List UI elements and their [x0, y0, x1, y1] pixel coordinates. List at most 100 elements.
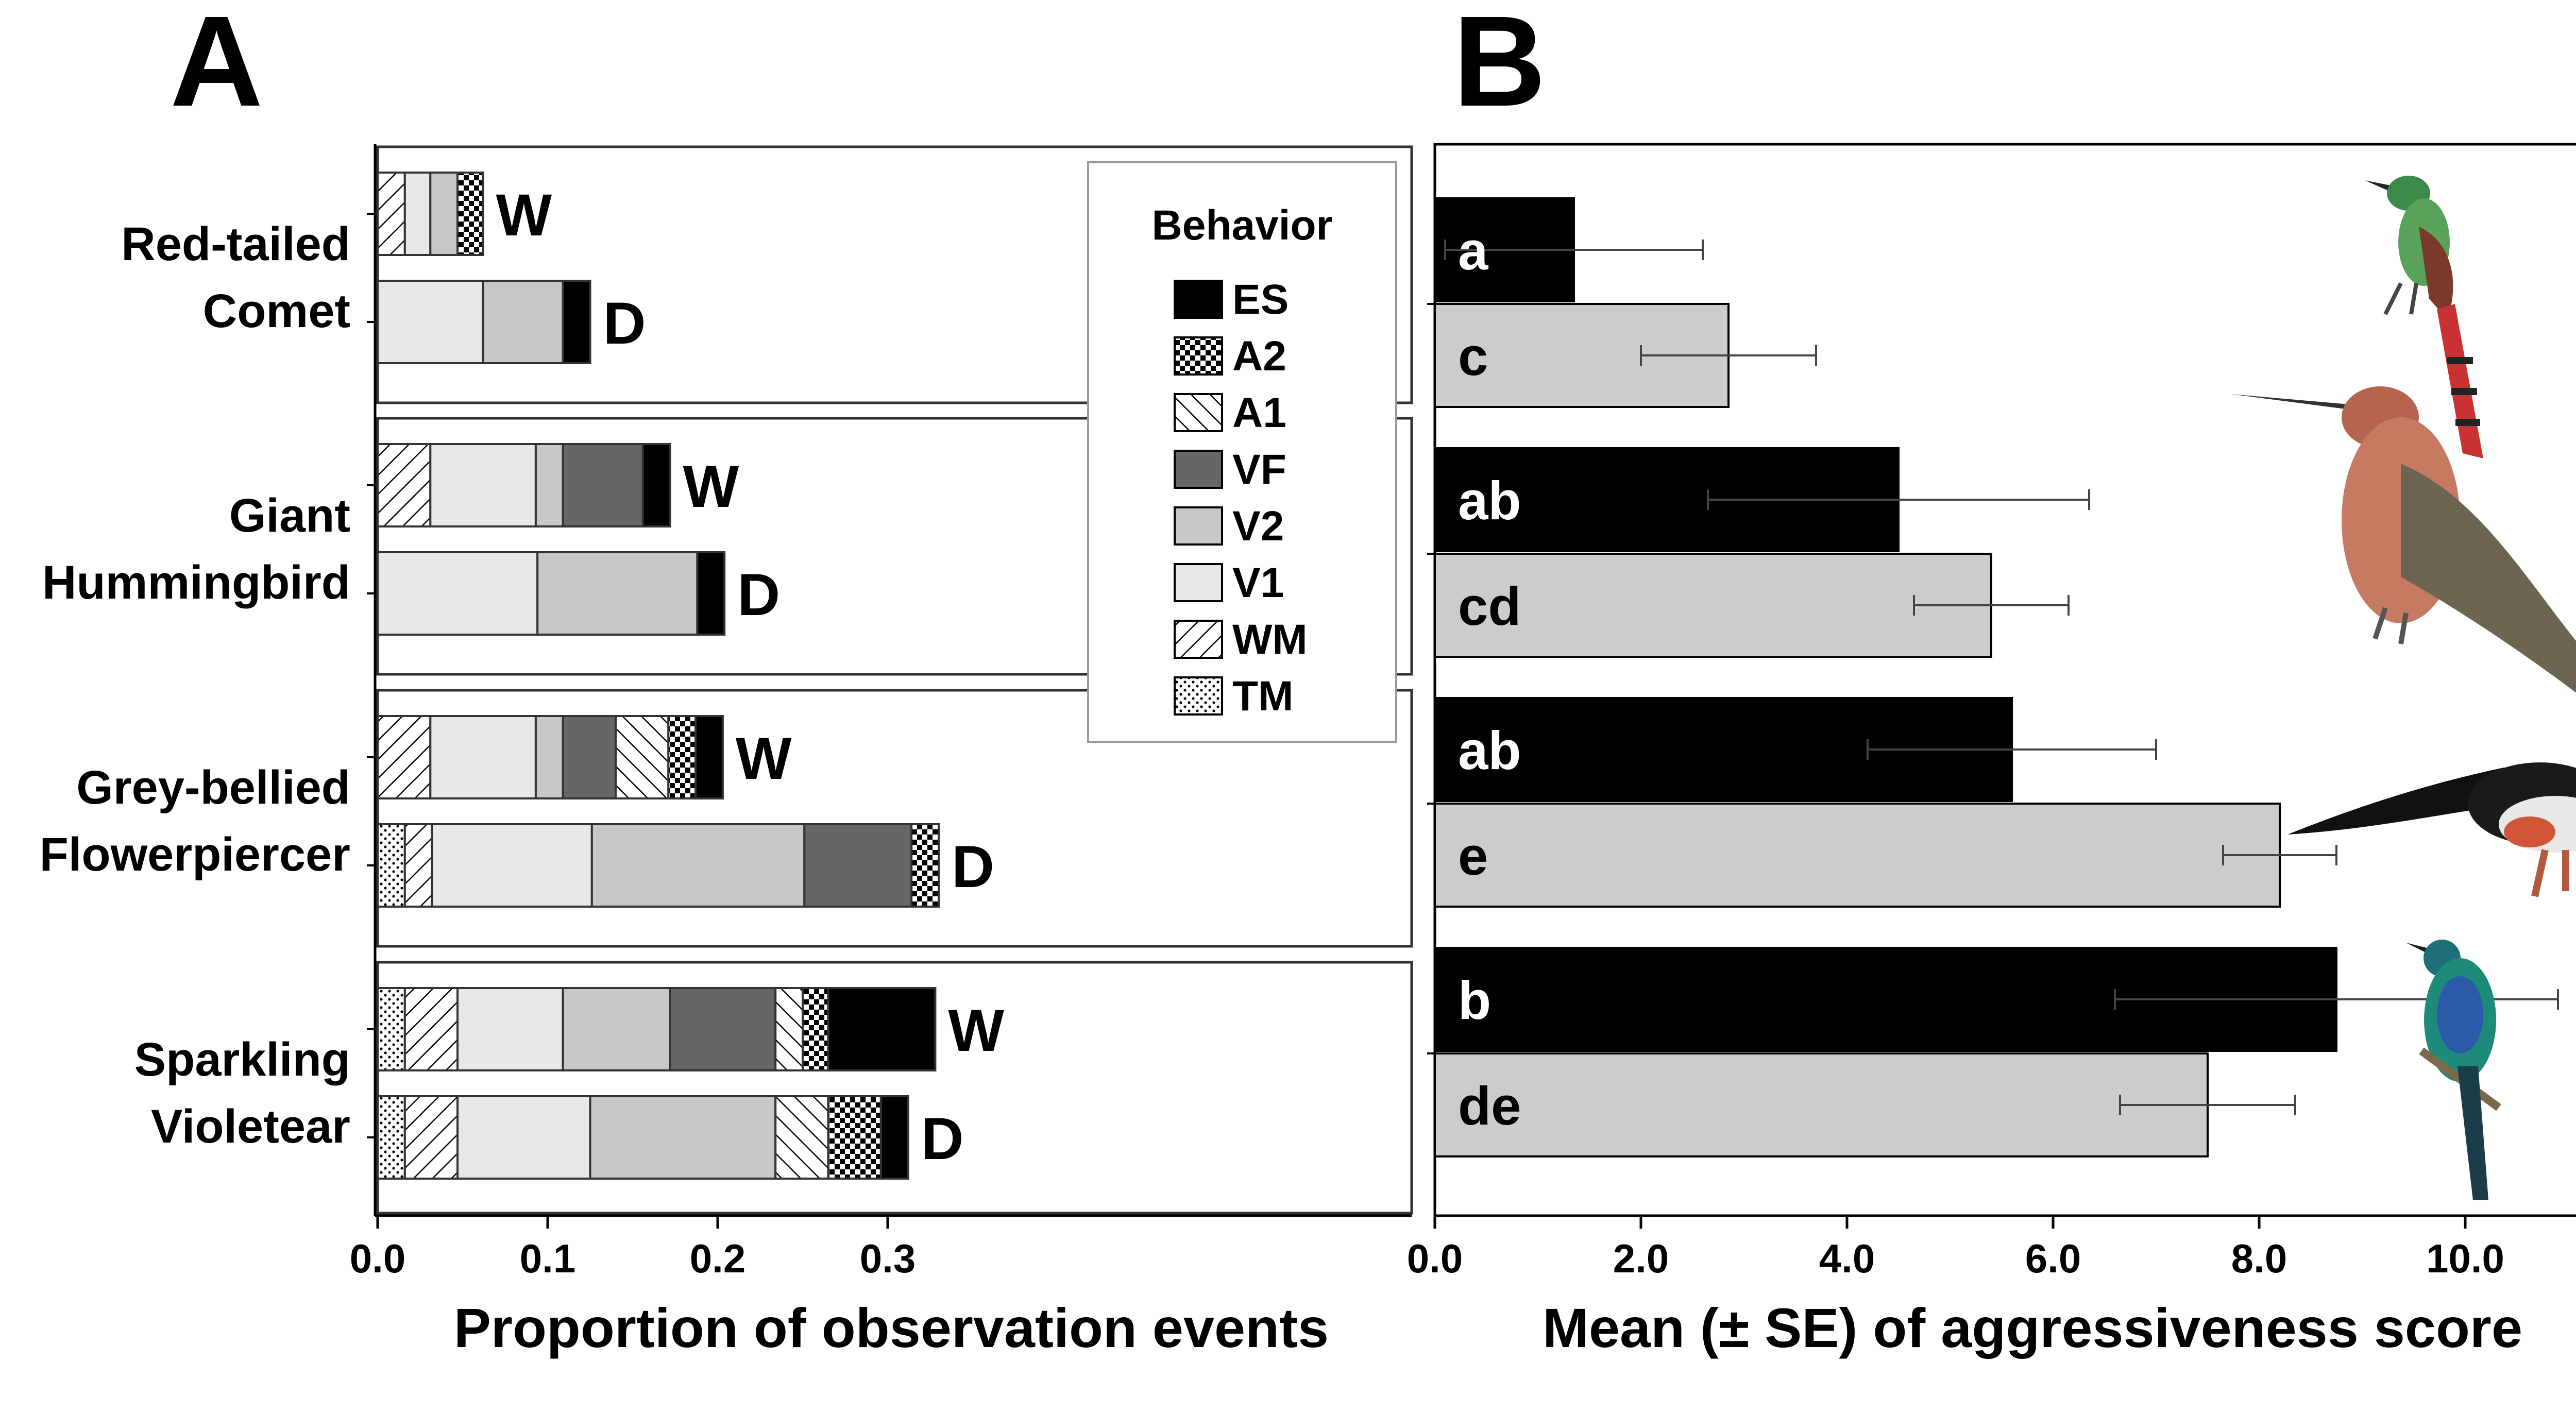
- segment-a1: [616, 716, 668, 798]
- segment-wm: [378, 173, 405, 255]
- illustration-sparkling-violetear: [2406, 940, 2499, 1200]
- score-bar-d: [1435, 1053, 2208, 1156]
- segment-wm: [378, 716, 430, 798]
- segment-v2: [536, 716, 563, 798]
- panel-label-a: A: [170, 0, 263, 133]
- segment-v1: [457, 1096, 590, 1179]
- season-label: W: [948, 998, 1004, 1064]
- x-tick-label: 6.0: [2025, 1236, 2081, 1281]
- segment-v1: [457, 988, 563, 1070]
- species-label: Flowerpiercer: [40, 828, 350, 881]
- legend-label-v1: V1: [1232, 559, 1284, 606]
- segment-es: [563, 281, 590, 363]
- legend-label-wm: WM: [1232, 616, 1308, 663]
- panel-a-species-labels: Red-tailed Comet Giant Hummingbird Grey-bell…: [40, 218, 350, 1153]
- panel-a-x-axis-label: Proportion of observation events: [454, 1297, 1329, 1359]
- segment-a2: [911, 824, 939, 907]
- segment-es: [696, 716, 723, 798]
- x-tick-label: 10.0: [2426, 1236, 2504, 1281]
- segment-es: [881, 1096, 908, 1179]
- legend-swatch-v2: [1175, 507, 1222, 544]
- segment-es: [643, 444, 670, 526]
- segment-v1: [378, 552, 537, 635]
- segment-v2: [590, 1096, 776, 1179]
- segment-vf: [670, 988, 776, 1070]
- panel-b-bars: ac ab cd ab e b de: [1435, 198, 2558, 1156]
- segment-es: [697, 552, 724, 635]
- segment-tm: [378, 988, 405, 1070]
- segment-v1: [378, 281, 483, 363]
- legend-swatch-a1: [1175, 394, 1222, 431]
- segment-a2: [457, 173, 483, 255]
- segment-vf: [563, 444, 643, 526]
- legend-label-es: ES: [1232, 276, 1289, 323]
- legend-label-vf: VF: [1232, 446, 1286, 493]
- x-tick-label: 0.0: [1407, 1236, 1463, 1281]
- segment-a2: [668, 716, 696, 798]
- species-label: Comet: [203, 285, 350, 337]
- segment-v2: [536, 444, 563, 526]
- species-label: Giant: [229, 489, 350, 542]
- segment-tm: [378, 824, 405, 907]
- season-label: W: [496, 182, 552, 248]
- x-tick-label: 4.0: [1819, 1236, 1875, 1281]
- season-label: D: [737, 562, 780, 628]
- significance-letter: ab: [1458, 721, 1521, 781]
- segment-v2: [563, 988, 670, 1070]
- significance-letter: cd: [1458, 576, 1521, 637]
- species-label: Violetear: [151, 1100, 350, 1153]
- segment-v2: [483, 281, 563, 363]
- segment-v1: [405, 173, 431, 255]
- illustration-giant-hummingbird: [2231, 386, 2576, 701]
- segment-v2: [592, 824, 805, 907]
- panel-label-b: B: [1453, 0, 1546, 133]
- panel-b: ac ab cd ab e b de 0.0 2.0 4.0 6.0 8.0 10.0 Mean (±…: [1407, 144, 2576, 1359]
- segment-v1: [430, 716, 536, 798]
- figure: A B WDWDWDWD 0.0 0.1 0.2 0.3 Red-tailedCome…: [0, 0, 2576, 1413]
- legend-swatch-tm: [1175, 677, 1222, 714]
- legend-swatch-wm: [1175, 621, 1222, 658]
- segment-a1: [775, 1096, 828, 1179]
- segment-wm: [405, 1096, 457, 1179]
- segment-wm: [405, 824, 432, 907]
- x-tick-label: 0.1: [520, 1236, 575, 1281]
- segment-tm: [378, 1096, 405, 1179]
- significance-letter: b: [1458, 971, 1491, 1031]
- panel-b-x-axis-label: Mean (± SE) of aggressiveness score: [1543, 1297, 2522, 1359]
- season-label: D: [603, 291, 646, 356]
- season-label: W: [683, 454, 739, 520]
- x-tick-label: 2.0: [1613, 1236, 1669, 1281]
- species-label: Red-tailed: [121, 218, 350, 270]
- significance-letter: c: [1458, 327, 1488, 387]
- legend-swatch-a2: [1175, 337, 1222, 374]
- legend-label-a2: A2: [1232, 333, 1286, 380]
- significance-letter: ab: [1458, 471, 1521, 531]
- x-tick-label: 0.2: [690, 1236, 745, 1281]
- significance-letter: e: [1458, 826, 1488, 887]
- legend-label-tm: TM: [1232, 673, 1293, 720]
- segment-a1: [775, 988, 803, 1070]
- species-label: Sparkling: [134, 1033, 350, 1086]
- segment-v2: [537, 552, 697, 635]
- segment-vf: [804, 824, 911, 907]
- segment-v1: [430, 444, 536, 526]
- segment-v2: [430, 173, 457, 255]
- species-label: Hummingbird: [42, 556, 350, 609]
- segment-es: [828, 988, 936, 1070]
- legend-label-a1: A1: [1232, 389, 1286, 436]
- significance-letter: a: [1458, 221, 1489, 281]
- x-tick-label: 8.0: [2231, 1236, 2287, 1281]
- species-label: Grey-bellied: [76, 761, 350, 814]
- season-label: D: [921, 1106, 964, 1172]
- segment-vf: [563, 716, 616, 798]
- legend-swatch-vf: [1175, 451, 1222, 488]
- segment-wm: [405, 988, 457, 1070]
- segment-a2: [803, 988, 828, 1070]
- x-tick-label: 0.0: [350, 1236, 405, 1281]
- segment-a2: [828, 1096, 881, 1179]
- legend-label-v2: V2: [1232, 503, 1284, 550]
- legend-swatch-es: [1175, 281, 1222, 318]
- score-bar-d: [1435, 804, 2280, 907]
- legend-swatch-v1: [1175, 564, 1222, 601]
